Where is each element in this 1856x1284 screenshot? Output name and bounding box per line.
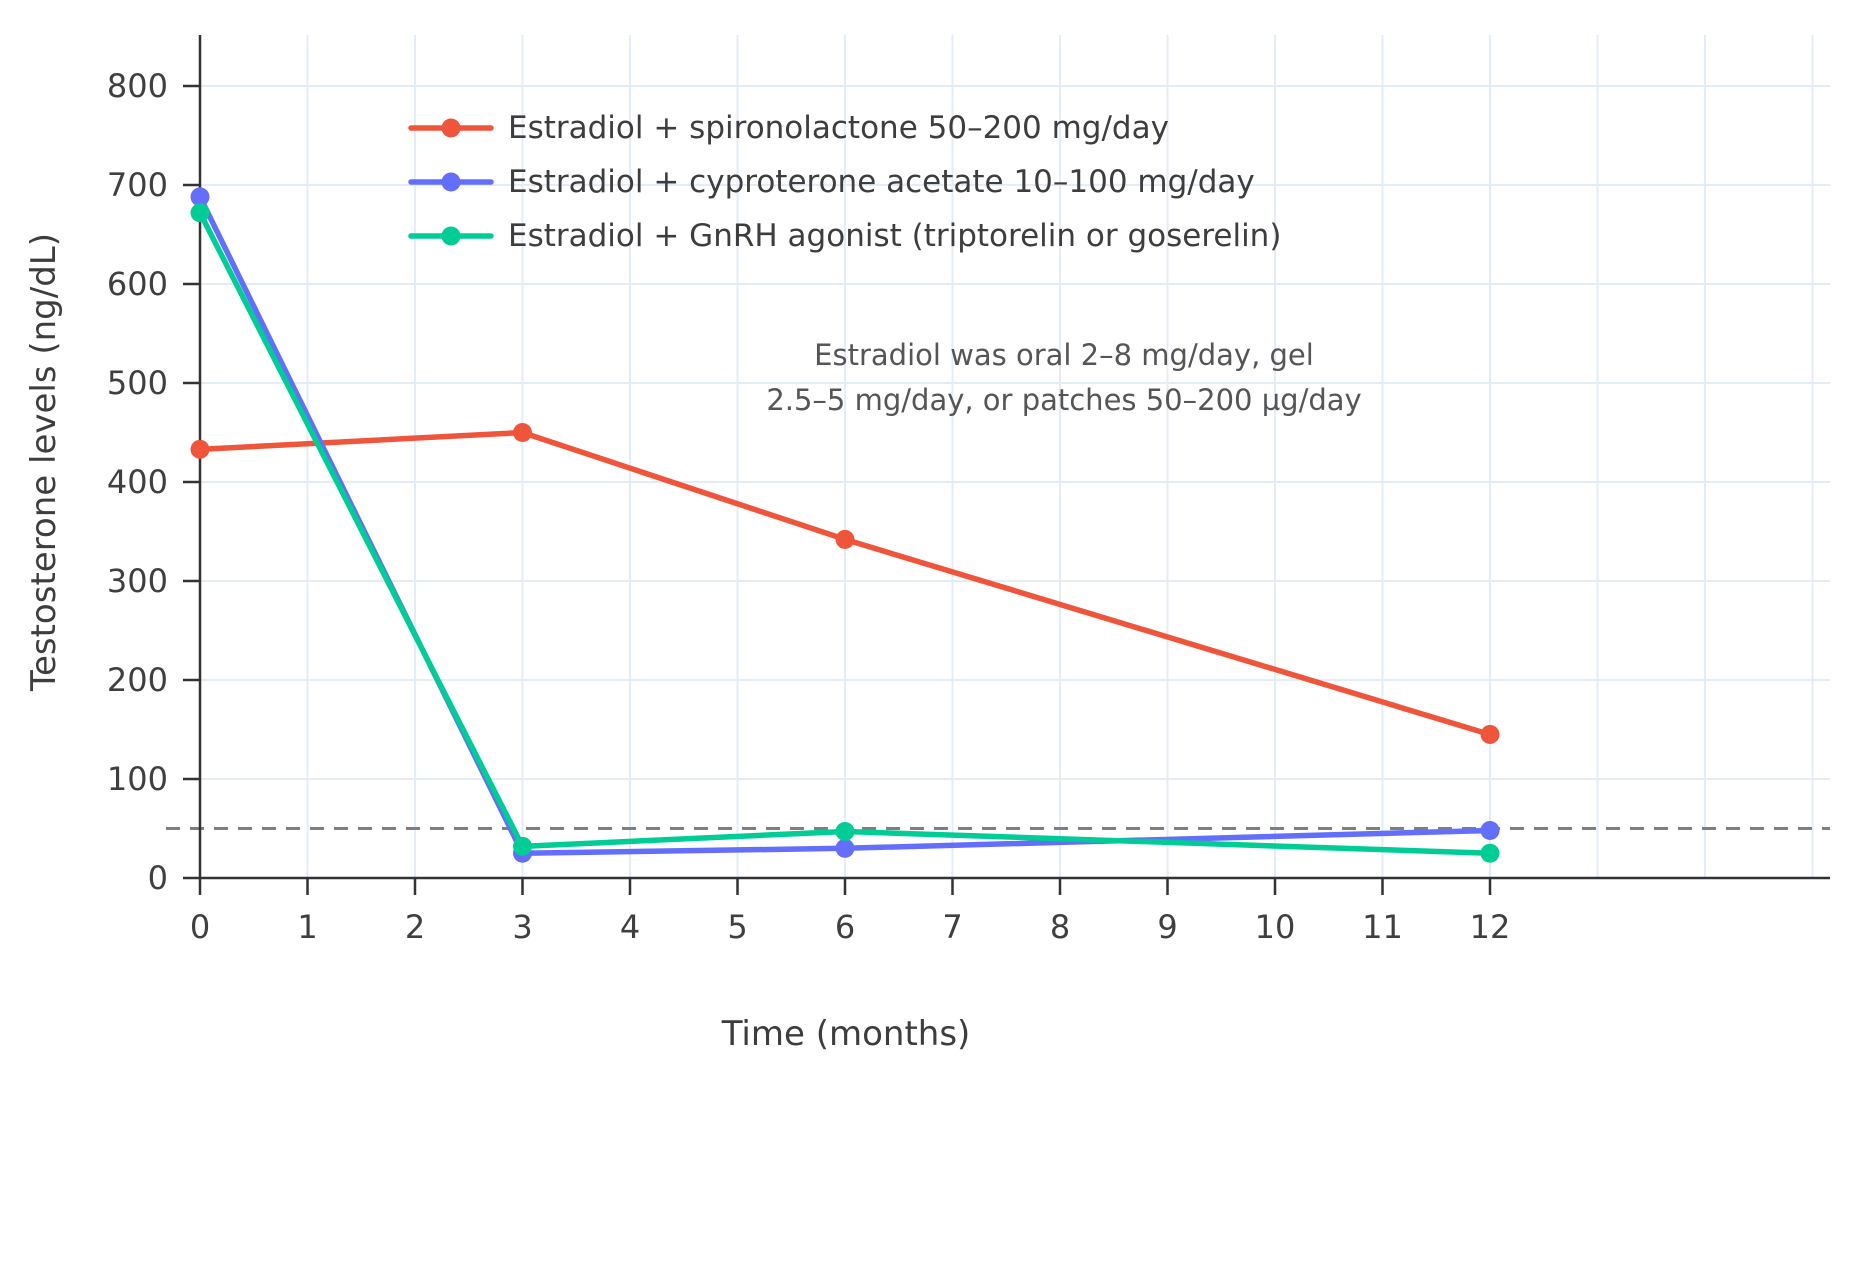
annotation-line-1: Estradiol was oral 2–8 mg/day, gel [814, 338, 1314, 372]
legend-line-marker-swatch [408, 172, 494, 192]
x-tick-label: 7 [942, 908, 962, 946]
annotation-line-2: 2.5–5 mg/day, or patches 50–200 µg/day [766, 382, 1362, 417]
y-tick-label: 200 [107, 661, 168, 699]
data-point-marker [1480, 843, 1500, 863]
data-point-marker [190, 439, 210, 459]
chart-annotation: Estradiol was oral 2–8 mg/day, gel 2.5–5… [766, 333, 1361, 423]
x-tick-label: 11 [1362, 908, 1403, 946]
y-tick-label: 600 [107, 265, 168, 303]
x-tick-label: 5 [727, 908, 747, 946]
x-tick-label: 8 [1050, 908, 1070, 946]
x-tick-label: 0 [190, 908, 210, 946]
y-tick-label: 100 [107, 760, 168, 798]
series-line [197, 429, 1493, 738]
legend-item: Estradiol + spironolactone 50–200 mg/day [408, 101, 1281, 155]
x-tick-label: 4 [620, 908, 640, 946]
x-tick-label: 3 [512, 908, 532, 946]
x-tick-label: 6 [835, 908, 855, 946]
legend-label: Estradiol + GnRH agonist (triptorelin or… [508, 218, 1282, 254]
y-tick-label: 400 [107, 463, 168, 501]
x-tick-label: 12 [1470, 908, 1511, 946]
gridlines [200, 35, 1830, 878]
legend-label: Estradiol + spironolactone 50–200 mg/day [508, 110, 1169, 146]
data-point-marker [190, 203, 210, 223]
data-point-marker [513, 423, 532, 442]
data-point-marker [513, 836, 532, 856]
data-point-marker [1480, 820, 1500, 840]
y-tick-label: 300 [107, 562, 168, 600]
x-tick-label: 9 [1157, 908, 1177, 946]
legend-line-marker-swatch [408, 118, 494, 138]
data-point-marker [1480, 724, 1500, 744]
y-tick-label: 800 [107, 67, 168, 105]
legend-line-marker-swatch [408, 226, 494, 246]
y-tick-label: 0 [148, 859, 168, 897]
legend: Estradiol + spironolactone 50–200 mg/day… [408, 101, 1281, 263]
data-point-marker [835, 821, 855, 841]
series-1 [190, 423, 1500, 744]
y-tick-label: 700 [107, 166, 168, 204]
x-tick-label: 10 [1255, 908, 1296, 946]
legend-item: Estradiol + cyproterone acetate 10–100 m… [408, 155, 1281, 209]
series-line [197, 209, 1493, 856]
series-3 [190, 203, 1500, 863]
data-point-marker [835, 529, 855, 549]
x-tick-label: 1 [297, 908, 317, 946]
legend-label: Estradiol + cyproterone acetate 10–100 m… [508, 164, 1255, 200]
data-point-marker [835, 838, 855, 858]
y-tick-label: 500 [107, 364, 168, 402]
x-tick-label: 2 [405, 908, 425, 946]
x-axis-title: Time (months) [721, 1014, 971, 1054]
data-point-marker [190, 187, 210, 207]
y-axis-title: Testosterone levels (ng/dL) [24, 232, 64, 692]
legend-item: Estradiol + GnRH agonist (triptorelin or… [408, 209, 1281, 263]
